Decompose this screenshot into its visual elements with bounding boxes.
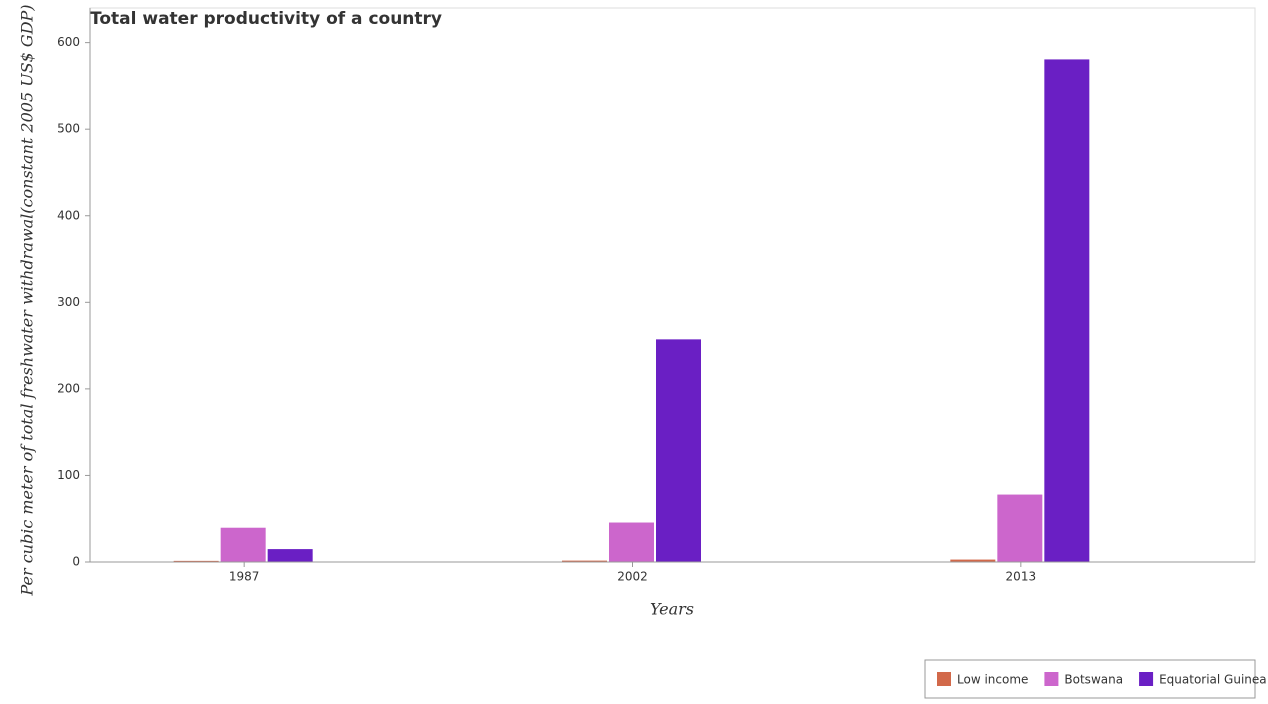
y-tick-label: 400 — [57, 208, 80, 222]
legend-label: Low income — [957, 673, 1028, 687]
bar — [562, 560, 607, 562]
bar — [267, 549, 313, 562]
bar — [609, 522, 654, 562]
x-axis-label: Years — [650, 600, 694, 619]
x-tick-label: 1987 — [229, 570, 260, 584]
bar — [950, 559, 996, 562]
legend-label: Equatorial Guinea — [1159, 673, 1267, 687]
bar — [173, 560, 219, 562]
y-tick-label: 600 — [57, 35, 80, 49]
y-tick-label: 200 — [57, 381, 80, 395]
y-tick-label: 500 — [57, 122, 80, 136]
y-tick-label: 100 — [57, 468, 80, 482]
bar — [997, 494, 1043, 562]
x-tick-label: 2002 — [617, 570, 648, 584]
legend-label: Botswana — [1064, 673, 1123, 687]
x-tick-label: 2013 — [1006, 570, 1037, 584]
bar — [220, 527, 266, 562]
bar — [1044, 59, 1090, 563]
y-tick-label: 300 — [57, 295, 80, 309]
legend-swatch — [1044, 672, 1059, 686]
legend-swatch — [1139, 672, 1154, 686]
bar — [656, 339, 701, 562]
y-axis-label: Per cubic meter of total freshwater with… — [18, 4, 37, 596]
legend — [924, 659, 1256, 699]
chart-title: Total water productivity of a country — [90, 9, 442, 29]
legend-swatch — [937, 672, 951, 686]
y-tick-label: 0 — [72, 555, 80, 569]
